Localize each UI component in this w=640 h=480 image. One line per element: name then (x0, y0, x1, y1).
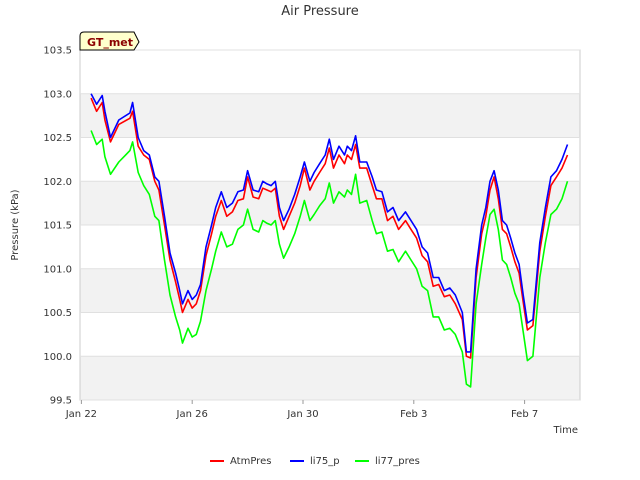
y-tick-label: 100.5 (43, 308, 72, 319)
y-tick-label: 103.0 (43, 89, 72, 100)
x-axis-label: Time (553, 425, 578, 436)
series-layer (90, 93, 569, 388)
badge-label: GT_met (87, 36, 133, 49)
background-bands (80, 93, 580, 400)
badge-shape (79, 31, 140, 51)
y-tick-label: 102.5 (43, 133, 72, 144)
series-line-li75_p (90, 93, 569, 353)
gt-met-badge: GT_met (79, 31, 140, 51)
band (80, 268, 580, 313)
y-tick-label: 99.5 (50, 396, 72, 407)
y-tick-label: 101.5 (43, 221, 72, 232)
y-tick-label: 101.0 (43, 264, 72, 275)
y-tick-label: 103.5 (43, 46, 72, 57)
series-line-li77_pres (90, 130, 569, 388)
x-tick-label: Feb 7 (511, 409, 538, 420)
y-tick-label: 100.0 (43, 352, 72, 363)
x-tick-label: Feb 3 (400, 409, 427, 420)
x-axis: Jan 22 Jan 26 Jan 30 Feb 3 Feb 7 (65, 400, 538, 420)
y-tick-label: 102.0 (43, 177, 72, 188)
legend-label-li77_pres: li77_pres (375, 456, 420, 467)
legend: AtmPres li75_p li77_pres (210, 456, 420, 467)
x-tick-label: Jan 22 (65, 409, 97, 420)
legend-label-li75_p: li75_p (310, 456, 340, 467)
x-tick-label: Jan 30 (286, 409, 318, 420)
y-axis-label: Pressure (kPa) (10, 189, 21, 260)
band (80, 356, 580, 400)
chart-title: Air Pressure (281, 4, 359, 19)
legend-label-AtmPres: AtmPres (230, 456, 271, 467)
series-line-AtmPres (90, 97, 569, 359)
x-tick-label: Jan 26 (176, 409, 208, 420)
band (80, 93, 580, 138)
y-axis: 99.5 100.0 100.5 101.0 101.5 102.0 102.5 103.0 1… (43, 46, 580, 407)
